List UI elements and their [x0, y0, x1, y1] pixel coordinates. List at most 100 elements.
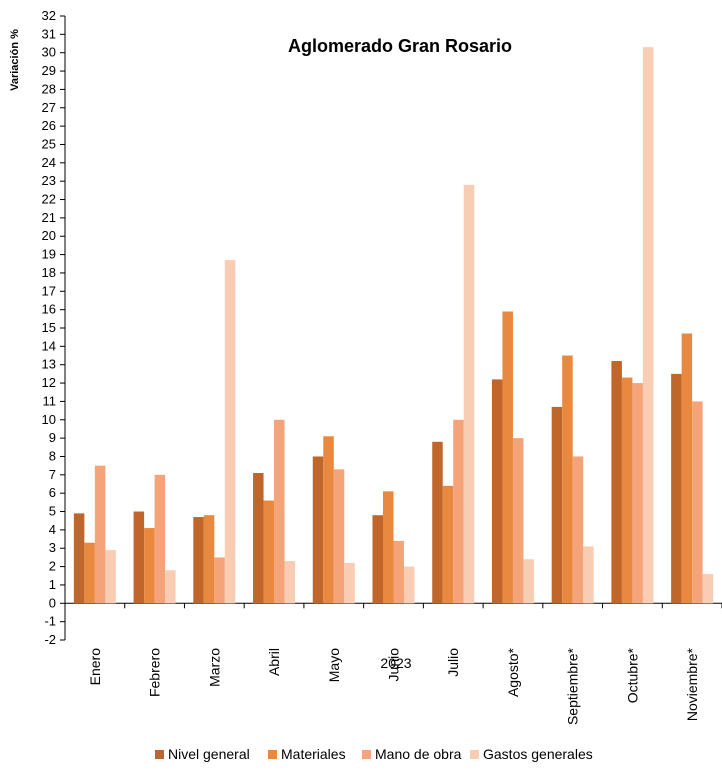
x-tick-label: Marzo: [206, 648, 222, 687]
bar: [263, 500, 275, 604]
bar: [442, 485, 454, 604]
x-tick-label: Enero: [87, 648, 103, 686]
bar: [611, 361, 622, 604]
y-tick-label: 18: [42, 265, 56, 280]
y-tick-label: 24: [42, 155, 56, 170]
y-tick-label: 6: [49, 485, 56, 500]
y-tick-label: 16: [42, 302, 56, 317]
bar: [312, 456, 324, 604]
bar: [144, 528, 155, 604]
y-tick-label: 20: [42, 228, 56, 243]
y-tick-label: 12: [42, 375, 56, 390]
y-tick-label: 28: [42, 81, 56, 96]
bar: [323, 436, 334, 604]
bar: [583, 546, 594, 604]
bar: [284, 561, 296, 604]
y-tick-label: 13: [42, 357, 56, 372]
bar: [681, 333, 693, 604]
x-tick-label: Mayo: [326, 648, 342, 682]
y-tick-label: 3: [49, 540, 56, 555]
bar: [165, 570, 176, 604]
bar: [193, 517, 204, 604]
bar: [253, 472, 264, 604]
y-tick-label: 27: [42, 100, 56, 115]
y-tick-label: 1: [49, 577, 56, 592]
bar: [642, 47, 654, 604]
y-tick-label: 14: [42, 338, 56, 353]
y-tick-label: -1: [44, 614, 56, 629]
legend-label: Mano de obra: [375, 746, 462, 762]
bar: [621, 377, 633, 604]
y-tick-label: 0: [49, 595, 56, 610]
bar: [214, 557, 225, 604]
legend-label: Materiales: [281, 746, 346, 762]
y-tick-label: 8: [49, 448, 56, 463]
y-tick-label: 4: [49, 522, 56, 537]
x-tick-label: Noviembre*: [684, 647, 700, 721]
y-tick-label: 30: [42, 45, 56, 60]
bar: [632, 383, 643, 604]
bar: [224, 260, 236, 604]
bar: [73, 513, 85, 604]
y-tick-label: 21: [42, 210, 56, 225]
x-tick-label: Febrero: [147, 648, 163, 697]
y-tick-label: 17: [42, 283, 56, 298]
bar: [572, 456, 584, 604]
legend-swatch: [155, 750, 164, 759]
y-tick-label: 2: [49, 559, 56, 574]
y-tick-label: -2: [44, 632, 56, 647]
y-axis-label: Variación %: [9, 29, 21, 91]
bar: [551, 406, 563, 604]
y-tick-label: 31: [42, 26, 56, 41]
bar: [344, 562, 355, 604]
legend-swatch: [470, 750, 479, 759]
bar: [84, 542, 95, 604]
bar: [432, 441, 443, 604]
bar: [491, 379, 503, 604]
bar: [105, 550, 116, 604]
y-tick-label: 32: [42, 8, 56, 23]
y-tick-label: 26: [42, 118, 56, 133]
legend-label: Nivel general: [168, 746, 250, 762]
bar: [671, 373, 682, 604]
y-tick-label: 22: [42, 192, 56, 207]
y-tick-label: 15: [42, 320, 56, 335]
bar: [453, 419, 464, 604]
y-tick-label: 11: [43, 393, 57, 408]
bar: [133, 511, 145, 604]
x-tick-label: Octubre*: [624, 647, 640, 703]
bar: [372, 515, 383, 604]
bar: [463, 184, 475, 604]
bar: [502, 311, 513, 604]
y-tick-label: 5: [49, 504, 56, 519]
y-tick-label: 29: [42, 63, 56, 78]
x-tick-label: Julio: [445, 648, 461, 677]
x-axis-label: 2023: [380, 655, 411, 671]
plot-area: -2-1012345678910111213141516171819202122…: [42, 8, 722, 725]
y-tick-label: 23: [42, 173, 56, 188]
bar: [333, 469, 345, 604]
legend: Nivel general Materiales Mano de obra Gasto…: [155, 746, 593, 762]
bar: [692, 401, 703, 604]
x-tick-label: Abril: [266, 648, 282, 676]
bar: [154, 474, 166, 604]
bar: [393, 540, 404, 604]
y-tick-label: 7: [49, 467, 56, 482]
y-tick-label: 9: [49, 430, 56, 445]
chart-title: Aglomerado Gran Rosario: [288, 36, 512, 56]
legend-label: Gastos generales: [483, 746, 593, 762]
bar: [702, 573, 714, 604]
bar: [523, 559, 534, 604]
x-tick-label: Septiembre*: [565, 647, 581, 725]
y-tick-label: 19: [42, 247, 56, 262]
bar: [94, 465, 106, 604]
bar: [512, 438, 524, 604]
bar: [274, 419, 285, 604]
legend-swatch: [268, 750, 277, 759]
y-tick-label: 25: [42, 136, 56, 151]
bar: [562, 355, 573, 604]
bar: [404, 566, 415, 604]
y-tick-label: 10: [42, 412, 56, 427]
